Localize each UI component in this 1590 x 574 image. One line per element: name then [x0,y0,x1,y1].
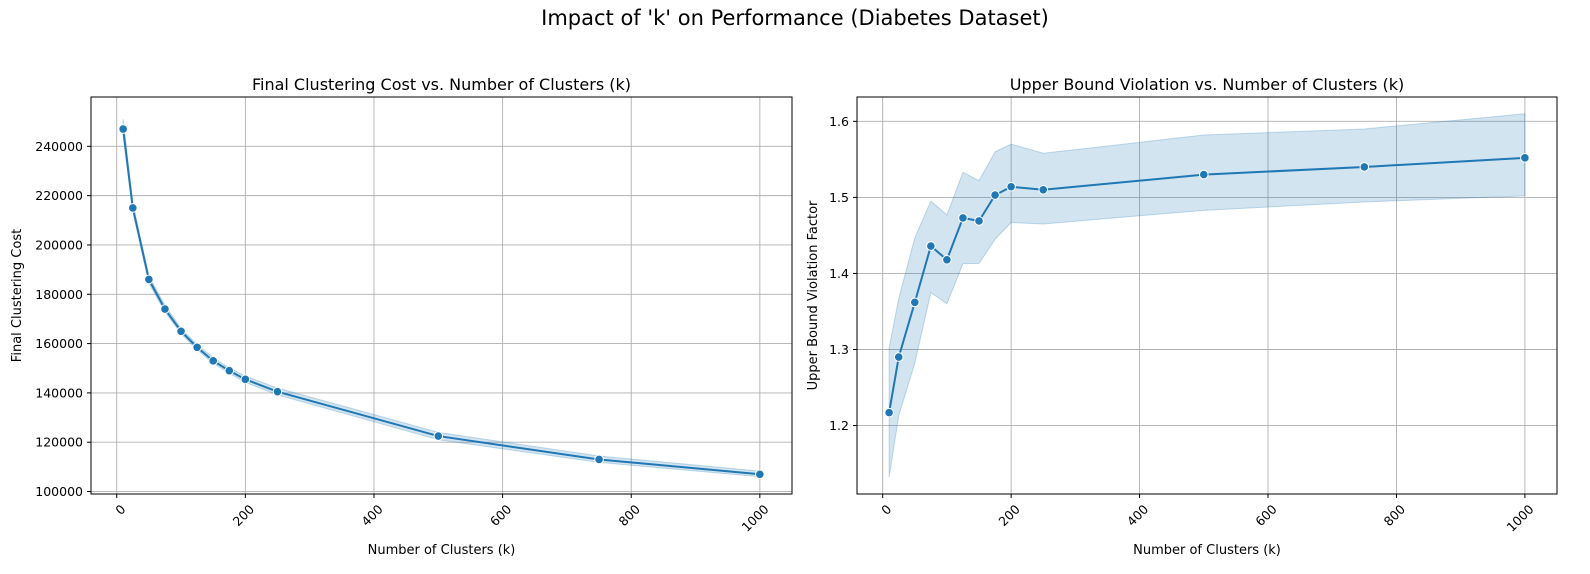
figure-title: Impact of 'k' on Performance (Diabetes D… [541,6,1049,30]
y-tick-label: 140000 [35,385,83,400]
chart-title: Upper Bound Violation vs. Number of Clus… [1010,75,1404,94]
data-point [909,297,920,308]
x-axis-label: Number of Clusters (k) [368,543,516,558]
y-tick-label: 120000 [35,435,83,450]
x-tick-label: 800 [1381,501,1409,529]
data-point [128,203,138,213]
data-point [990,190,1000,200]
data-point [1359,162,1370,172]
data-point [1198,169,1209,180]
data-point [926,241,936,251]
data-point [272,386,283,397]
data-point [208,356,218,366]
y-tick-label: 240000 [35,139,83,154]
x-tick-label: 1000 [1504,501,1537,534]
y-tick-label: 1.6 [829,114,849,129]
data-point [433,431,444,441]
data-point [942,254,952,265]
y-tick-label: 220000 [35,188,83,203]
y-axis-label: Upper Bound Violation Factor [806,200,821,390]
data-point [893,352,904,362]
data-point [240,374,251,385]
right-chart-violation: 0 200 400 600 800 1000 1.2 1.3 1.4 1.5 1.6 Upper Bo… [806,75,1558,558]
data-point [1520,153,1530,163]
data-point [160,304,170,314]
data-point [594,454,604,465]
y-tick-label: 160000 [35,336,83,351]
y-tick-label: 200000 [35,237,83,252]
data-point [974,216,984,226]
confidence-band [122,119,761,478]
y-tick-label: 1.3 [829,342,849,357]
y-tick-label: 100000 [35,484,83,499]
data-point [118,124,128,134]
x-tick-label: 800 [615,501,643,529]
y-tick-label: 1.4 [829,266,849,281]
data-point [224,365,235,376]
x-tick-label: 1000 [738,501,771,534]
y-tick-label: 180000 [35,287,83,302]
x-tick-label: 0 [878,501,894,517]
data-point [1006,181,1016,192]
y-tick-label: 1.5 [829,190,849,205]
x-tick-label: 400 [358,501,386,529]
data-point [176,326,186,337]
y-axis-label: Final Clustering Cost [10,229,25,362]
data-point [144,274,154,285]
data-point [755,469,765,480]
confidence-band [888,113,1526,478]
x-tick-label: 600 [487,501,515,529]
data-point [884,407,894,418]
data-point [1038,184,1049,195]
chart-title: Final Clustering Cost vs. Number of Clus… [252,75,631,94]
axes-frame [90,96,793,495]
x-axis-label: Number of Clusters (k) [1133,543,1281,558]
x-tick-label: 600 [1252,501,1280,529]
left-chart-cost: 0 200 400 600 800 1000 100000 120000 140000 16000… [10,75,793,558]
y-tick-label: 1.2 [829,418,849,433]
x-tick-label: 400 [1124,501,1152,529]
axes-frame [856,96,1558,495]
data-point [958,213,968,223]
x-tick-label: 200 [995,501,1023,529]
series-line [122,128,760,476]
x-tick-label: 200 [230,501,258,529]
x-tick-label: 0 [112,501,128,517]
data-point [192,342,202,353]
